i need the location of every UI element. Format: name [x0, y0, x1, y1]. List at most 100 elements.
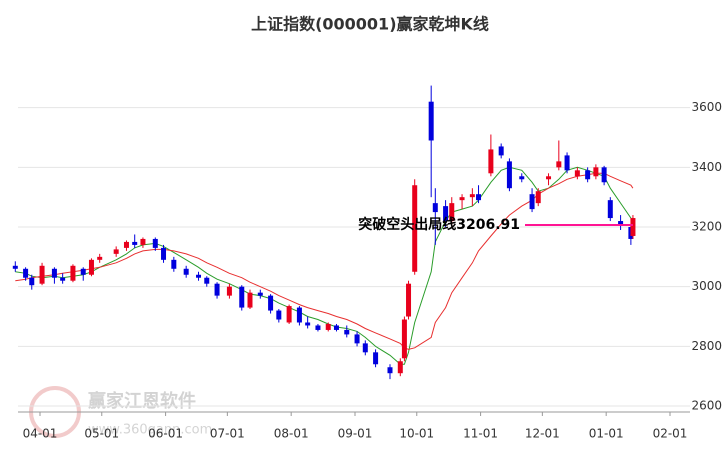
- candle-body: [247, 292, 253, 308]
- x-tick-label: 01-01: [589, 427, 624, 441]
- candle: [214, 282, 220, 299]
- candle: [132, 234, 138, 248]
- candle: [60, 273, 66, 284]
- candle-body: [171, 259, 177, 269]
- y-tick-label: 2600: [691, 399, 722, 413]
- candle-body: [12, 265, 18, 269]
- candle-body: [305, 322, 311, 326]
- candle-body: [204, 277, 210, 284]
- candle-body: [593, 167, 599, 177]
- candle: [535, 188, 541, 207]
- candle: [257, 289, 263, 299]
- candle: [354, 331, 360, 347]
- y-tick-label: 3600: [691, 100, 722, 114]
- candle: [618, 215, 624, 230]
- candle: [268, 294, 274, 314]
- candle: [183, 265, 189, 278]
- candle-body: [585, 170, 591, 180]
- candle-body: [268, 295, 274, 311]
- candle: [286, 304, 292, 324]
- candle-body: [161, 247, 167, 260]
- candle: [459, 194, 465, 210]
- candle: [506, 158, 512, 192]
- candle-body: [469, 194, 475, 198]
- candle-body: [97, 256, 103, 260]
- candle: [80, 267, 86, 281]
- candle: [476, 185, 482, 204]
- candle-body: [325, 323, 331, 330]
- candle-body: [488, 149, 494, 174]
- x-tick-label: 07-01: [210, 427, 245, 441]
- candle: [556, 140, 562, 171]
- candle-body: [60, 277, 66, 281]
- candle-body: [214, 283, 220, 296]
- candle: [29, 274, 35, 290]
- candle-body: [315, 325, 321, 330]
- candle: [443, 200, 449, 228]
- candle-body: [412, 185, 418, 272]
- candle: [325, 322, 331, 332]
- x-tick-label: 12-01: [525, 427, 560, 441]
- candle-body: [506, 161, 512, 189]
- candle-body: [387, 367, 393, 374]
- candle: [630, 215, 636, 239]
- candle-body: [88, 259, 94, 275]
- candle-body: [574, 170, 580, 177]
- candle-body: [226, 286, 232, 296]
- ma-line: [15, 166, 634, 365]
- candle-body: [432, 203, 438, 213]
- candle: [161, 244, 167, 263]
- candle: [488, 134, 494, 177]
- candle-body: [362, 343, 368, 353]
- y-tick-label: 3400: [691, 160, 722, 174]
- chart-title: 上证指数(000001)赢家乾坤K线: [251, 15, 489, 34]
- candle: [373, 349, 379, 368]
- candle: [70, 264, 76, 283]
- candle: [529, 188, 535, 213]
- candle-body: [132, 241, 138, 245]
- candle-body: [546, 176, 552, 180]
- candle-body: [354, 334, 360, 344]
- candle-body: [51, 268, 57, 278]
- candle-body: [113, 249, 119, 254]
- candle-body: [344, 329, 350, 335]
- candle: [39, 262, 45, 286]
- candle: [51, 267, 57, 284]
- x-tick-label: 02-01: [653, 427, 688, 441]
- candle-body: [39, 265, 45, 284]
- candle-body: [601, 167, 607, 183]
- candle: [401, 316, 407, 362]
- candle-body: [70, 265, 76, 281]
- candle-body: [459, 197, 465, 201]
- candle: [387, 364, 393, 380]
- candle-body: [333, 325, 339, 330]
- x-tick-label: 06-01: [148, 427, 183, 441]
- candle: [239, 285, 245, 311]
- candle-body: [443, 206, 449, 222]
- candle-body: [476, 194, 482, 201]
- watermark: 赢家江恩软件 www.360gann.com: [29, 386, 212, 438]
- x-tick-label: 08-01: [274, 427, 309, 441]
- candle: [428, 85, 434, 198]
- candle-body: [564, 155, 570, 171]
- candle-body: [276, 310, 282, 320]
- candle-body: [397, 361, 403, 374]
- candle-body: [556, 161, 562, 168]
- candle: [247, 289, 253, 310]
- candle-body: [152, 238, 158, 248]
- candle-body: [286, 306, 292, 323]
- candle-body: [23, 268, 29, 278]
- y-tick-label: 2800: [691, 339, 722, 353]
- x-tick-label: 11-01: [463, 427, 498, 441]
- candle: [519, 173, 525, 183]
- x-tick-label: 05-01: [84, 427, 119, 441]
- candle: [204, 276, 210, 287]
- watermark-name: 赢家江恩软件: [88, 390, 196, 412]
- candle-body: [428, 101, 434, 141]
- candle-body: [29, 277, 35, 286]
- watermark-url: www.360gann.com: [88, 423, 212, 438]
- candle-body: [449, 203, 455, 222]
- candle: [412, 179, 418, 275]
- candle: [362, 340, 368, 356]
